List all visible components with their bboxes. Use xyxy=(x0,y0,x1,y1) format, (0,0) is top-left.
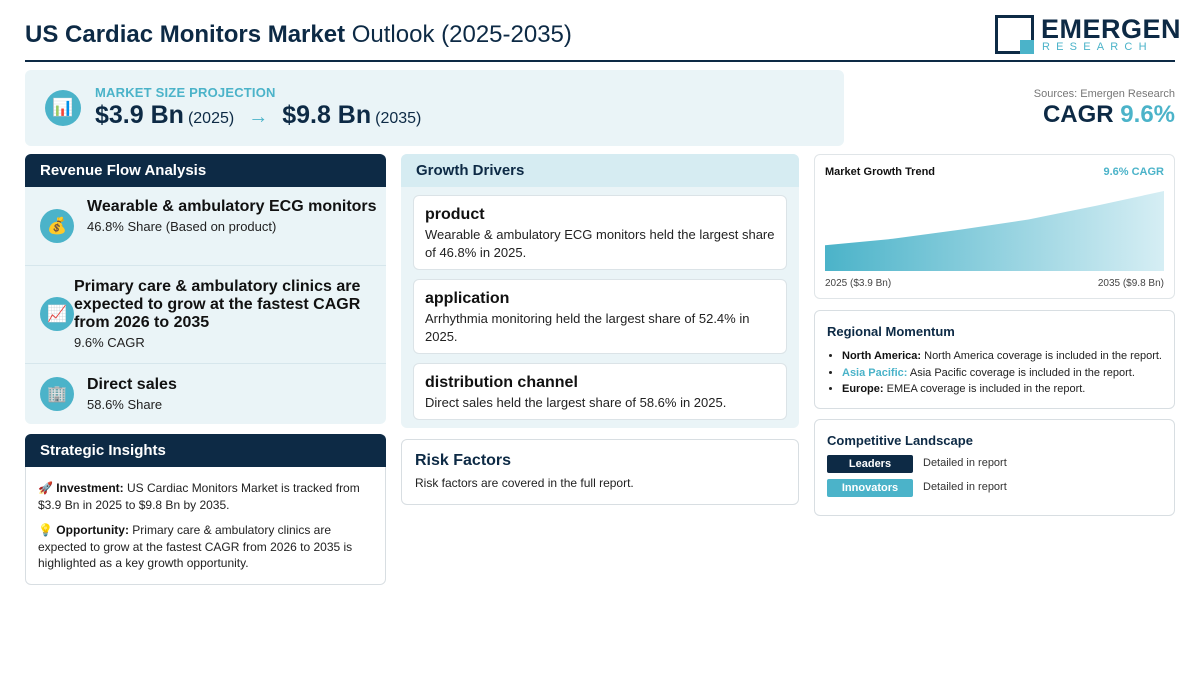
projection-label: MARKET SIZE PROJECTION xyxy=(95,85,276,100)
revenue-item: 💰 Wearable & ambulatory ECG monitors 46.… xyxy=(25,187,386,265)
trend-end-label: 2035 ($9.8 Bn) xyxy=(1097,278,1164,289)
leaders-badge: Leaders xyxy=(827,455,913,473)
revenue-item-sub: 9.6% CAGR xyxy=(74,335,145,350)
revenue-item: 🏢 Direct sales 58.6% Share xyxy=(25,363,386,424)
start-year: (2025) xyxy=(187,110,235,127)
competitive-title: Competitive Landscape xyxy=(827,433,973,448)
risk-factors-panel: Risk Factors Risk factors are covered in… xyxy=(401,439,799,505)
competitive-desc: Detailed in report xyxy=(923,457,1007,469)
money-bag-icon: 💰 xyxy=(40,209,74,243)
region-text: North America coverage is included in th… xyxy=(924,350,1162,362)
market-size-projection: 📊 MARKET SIZE PROJECTION $3.9 Bn (2025) → $… xyxy=(25,70,844,146)
market-growth-trend-panel: Market Growth Trend 9.6% CAGR 2025 ($3.9… xyxy=(814,154,1175,299)
strategic-insights-title: Strategic Insights xyxy=(25,434,386,467)
growth-area-chart xyxy=(825,191,1164,271)
investment-text: US Cardiac Monitors Market is tracked fr… xyxy=(38,481,360,512)
building-icon: 🏢 xyxy=(40,377,74,411)
arrow-right-icon: → xyxy=(248,106,269,128)
driver-card: application Arrhythmia monitoring held t… xyxy=(413,279,787,354)
trend-chart-icon: 📈 xyxy=(40,297,74,331)
trend-cagr: 9.6% CAGR xyxy=(1103,166,1164,178)
revenue-item: 📈 Primary care & ambulatory clinics are … xyxy=(25,265,386,363)
driver-card: distribution channel Direct sales held t… xyxy=(413,363,787,420)
page-header: US Cardiac Monitors Market Outlook (2025… xyxy=(25,12,1181,62)
cagr-value: 9.6% xyxy=(1120,101,1175,128)
region-name: Asia Pacific: xyxy=(842,366,908,379)
logo-subtitle: RESEARCH xyxy=(1042,41,1153,53)
logo-name: EMERGEN xyxy=(1041,14,1182,44)
driver-title: distribution channel xyxy=(425,374,578,391)
risk-factors-text: Risk factors are covered in the full rep… xyxy=(415,476,634,490)
trend-start-label: 2025 ($3.9 Bn) xyxy=(825,278,892,289)
lightbulb-icon: 💡 xyxy=(38,523,53,537)
regional-title: Regional Momentum xyxy=(827,324,955,339)
trend-title: Market Growth Trend xyxy=(825,166,936,178)
projection-values: $3.9 Bn (2025) → $9.8 Bn (2035) xyxy=(95,101,421,130)
strategic-insights-panel: Strategic Insights 🚀 Investment: US Card… xyxy=(25,434,386,585)
opportunity-label: Opportunity: xyxy=(56,523,129,537)
risk-factors-title: Risk Factors xyxy=(415,452,512,469)
revenue-item-sub: 58.6% Share xyxy=(87,397,163,412)
growth-area-series xyxy=(825,191,1164,271)
driver-title: application xyxy=(425,290,510,307)
cagr-label: CAGR xyxy=(1042,101,1114,128)
region-item: Asia Pacific: Asia Pacific coverage is i… xyxy=(842,365,1167,382)
growth-drivers-title: Growth Drivers xyxy=(401,154,799,187)
region-text: EMEA coverage is included in the report. xyxy=(886,383,1086,395)
revenue-flow-panel: Revenue Flow Analysis 💰 Wearable & ambul… xyxy=(25,154,386,424)
opportunity-insight: 💡 Opportunity: Primary care & ambulatory… xyxy=(26,522,385,572)
title-rest: Outlook (2025-2035) xyxy=(351,21,572,48)
emergen-logo[interactable]: EMERGEN RESEARCH xyxy=(995,14,1181,56)
revenue-item-head: Wearable & ambulatory ECG monitors xyxy=(87,198,377,215)
driver-card: product Wearable & ambulatory ECG monito… xyxy=(413,195,787,270)
regional-momentum-panel: Regional Momentum North America: North A… xyxy=(814,310,1175,409)
logo-mark-icon xyxy=(995,15,1034,54)
driver-text: Wearable & ambulatory ECG monitors held … xyxy=(425,227,775,260)
revenue-item-head: Primary care & ambulatory clinics are ex… xyxy=(74,278,361,331)
competitive-landscape-panel: Competitive Landscape Leaders Detailed i… xyxy=(814,419,1175,516)
driver-text: Arrhythmia monitoring held the largest s… xyxy=(425,311,750,344)
region-item: Europe: EMEA coverage is included in the… xyxy=(842,381,1167,398)
region-name: North America: xyxy=(842,350,922,362)
investment-insight: 🚀 Investment: US Cardiac Monitors Market… xyxy=(26,480,385,513)
regional-list: North America: North America coverage is… xyxy=(842,348,1167,398)
region-item: North America: North America coverage is… xyxy=(842,348,1167,365)
revenue-item-head: Direct sales xyxy=(87,376,177,393)
opportunity-text: Primary care & ambulatory clinics are ex… xyxy=(38,523,353,570)
investment-label: Investment: xyxy=(56,481,124,495)
end-year: (2035) xyxy=(375,110,422,127)
end-value: $9.8 Bn xyxy=(282,101,372,129)
cagr-display: CAGR 9.6% xyxy=(1043,101,1175,129)
bar-chart-icon: 📊 xyxy=(45,90,81,126)
region-name: Europe: xyxy=(842,383,884,395)
start-value: $3.9 Bn xyxy=(95,101,184,129)
revenue-item-sub: 46.8% Share (Based on product) xyxy=(87,219,277,234)
competitive-desc: Detailed in report xyxy=(923,481,1007,493)
driver-title: product xyxy=(425,206,485,223)
title-bold: US Cardiac Monitors Market xyxy=(25,21,346,48)
page-title: US Cardiac Monitors Market Outlook (2025… xyxy=(25,21,572,49)
driver-text: Direct sales held the largest share of 5… xyxy=(425,395,727,410)
sources-text: Sources: Emergen Research xyxy=(1033,88,1175,100)
revenue-flow-title: Revenue Flow Analysis xyxy=(25,154,386,187)
rocket-icon: 🚀 xyxy=(38,481,53,495)
growth-drivers-panel: Growth Drivers product Wearable & ambula… xyxy=(401,154,799,428)
region-text: Asia Pacific coverage is included in the… xyxy=(909,366,1135,379)
innovators-badge: Innovators xyxy=(827,479,913,497)
